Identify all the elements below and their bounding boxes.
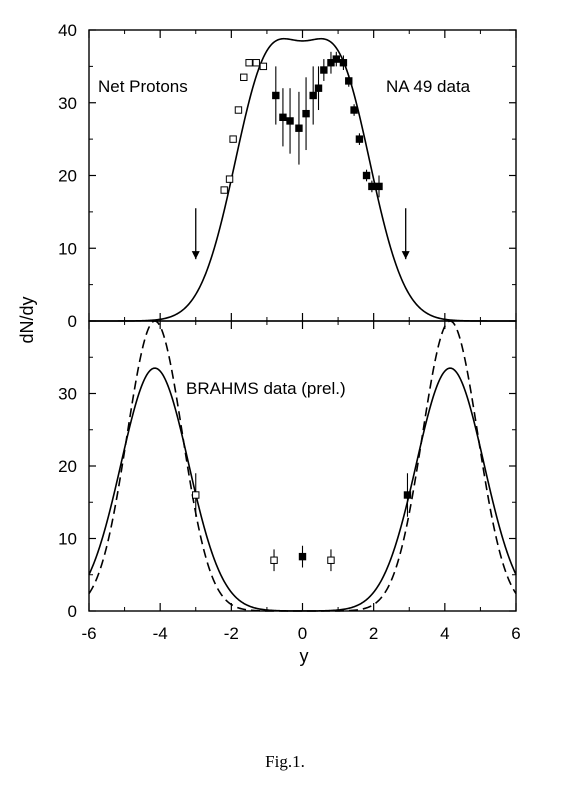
x-tick-label: 0 (298, 624, 307, 643)
top-ytick-label: 40 (58, 21, 77, 40)
top-point-open (234, 106, 243, 114)
bottom-ytick-label: 30 (58, 385, 77, 404)
bottom-ytick-label: 20 (58, 457, 77, 476)
top-point-filled (302, 109, 310, 118)
top-point-filled (332, 55, 341, 63)
top-point-filled (309, 91, 317, 100)
x-tick-label: 2 (369, 624, 378, 643)
bottom-ytick-label: 0 (68, 602, 77, 621)
top-ytick-label: 0 (68, 312, 77, 331)
bottom-fit-curve-solid (88, 367, 517, 612)
bottom-panel-label: BRAHMS data (prel.) (186, 379, 346, 398)
bottom-point-filled (403, 491, 412, 499)
x-axis-label: y (300, 646, 309, 666)
top-point-filled (286, 117, 294, 125)
x-tick-label: -4 (153, 624, 168, 643)
x-tick-label: 4 (440, 624, 449, 643)
top-point-filled (362, 171, 371, 180)
top-ytick-label: 20 (58, 167, 77, 186)
top-point-filled (375, 182, 383, 191)
top-panel-frame (88, 29, 517, 322)
top-point-filled (272, 91, 280, 100)
top-point-open (252, 59, 260, 67)
top-panel-right-label: NA 49 data (386, 77, 471, 96)
bottom-point-open (192, 491, 200, 499)
top-point-open (225, 175, 234, 183)
bottom-point-open (327, 556, 335, 564)
figure: 0 10 20 30 40 0 10 20 30 -6 -4 -2 0 2 4 6 Net Protons… (17, 21, 521, 666)
top-ytick-label: 30 (58, 94, 77, 113)
y-axis-label: dN/dy (17, 296, 37, 343)
x-axis: -6 -4 -2 0 2 4 6 (81, 30, 521, 643)
x-tick-label: 6 (511, 624, 520, 643)
top-point-filled (368, 182, 376, 191)
top-point-filled (350, 106, 358, 114)
figure-caption: Fig.1. (265, 752, 305, 771)
top-panel-left-label: Net Protons (98, 77, 188, 96)
top-point-filled (295, 124, 303, 132)
top-point-open (240, 73, 248, 81)
arrow-head (401, 251, 410, 260)
bottom-point-open (270, 556, 278, 564)
bottom-ytick-label: 10 (58, 530, 77, 549)
x-tick-label: -6 (81, 624, 96, 643)
top-point-filled (314, 84, 323, 92)
top-point-open (220, 186, 228, 194)
top-point-filled (279, 113, 287, 121)
top-point-open (259, 62, 268, 71)
top-point-filled (355, 135, 364, 143)
top-point-filled (345, 77, 353, 85)
bottom-panel: 0 10 20 30 (58, 320, 517, 621)
top-point-open (245, 59, 253, 67)
top-panel: 0 10 20 30 40 (58, 21, 517, 331)
top-point-filled (339, 59, 348, 67)
arrow-head (191, 251, 200, 260)
top-point-filled (320, 66, 328, 74)
top-point-open (229, 135, 237, 143)
top-ytick-label: 10 (58, 239, 77, 258)
bottom-point-filled (298, 552, 307, 561)
x-tick-label: -2 (224, 624, 239, 643)
